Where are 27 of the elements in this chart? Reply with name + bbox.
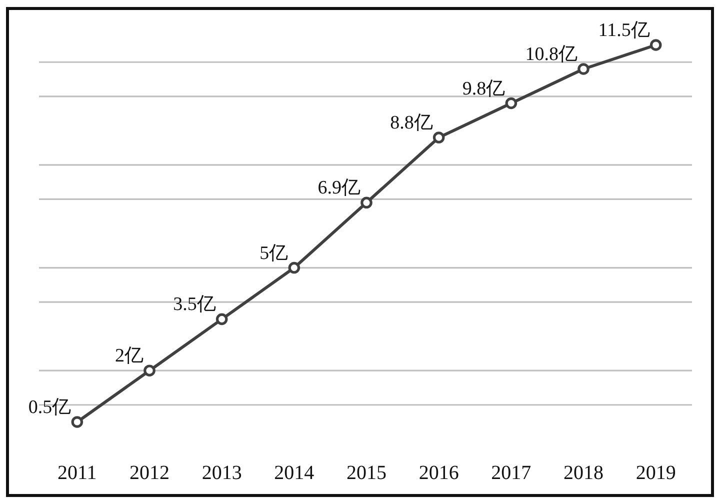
data-label: 10.8亿 — [525, 44, 578, 65]
x-tick-label: 2017 — [491, 462, 532, 484]
x-tick-label: 2014 — [274, 462, 314, 484]
point — [288, 262, 300, 274]
data-label: 8.8亿 — [390, 112, 433, 134]
x-tick-label: 2015 — [346, 462, 386, 484]
x-tick-label: 2011 — [58, 462, 97, 484]
data-label: 2亿 — [115, 346, 144, 367]
x-tick-label: 2012 — [130, 462, 170, 484]
data-label: 3.5亿 — [173, 294, 216, 316]
x-tick-label: 2018 — [564, 462, 604, 484]
point — [432, 132, 445, 144]
x-tick-label: 2013 — [202, 462, 242, 484]
data-label: 0.5亿 — [28, 397, 72, 418]
point — [360, 196, 372, 209]
point — [578, 63, 590, 75]
point — [505, 97, 518, 110]
point — [650, 39, 662, 51]
point — [216, 313, 228, 326]
point — [144, 364, 156, 376]
point — [71, 416, 84, 428]
data-label: 11.5亿 — [598, 20, 650, 41]
x-tick-label: 2016 — [418, 462, 459, 484]
x-tick-label: 2019 — [636, 462, 676, 484]
data-label: 9.8亿 — [462, 78, 506, 100]
data-label: 6.9亿 — [318, 178, 360, 199]
data-label: 5亿 — [260, 242, 288, 264]
